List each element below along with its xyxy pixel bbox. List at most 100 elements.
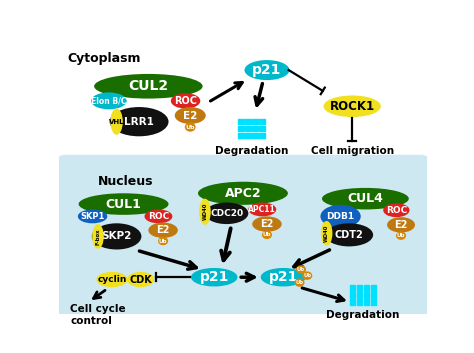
Text: CUL2: CUL2 <box>128 79 168 93</box>
Ellipse shape <box>294 279 304 287</box>
Bar <box>245 126 251 131</box>
Text: ROC: ROC <box>174 96 197 106</box>
Ellipse shape <box>296 265 306 274</box>
Ellipse shape <box>245 60 290 80</box>
Bar <box>238 133 244 138</box>
Ellipse shape <box>79 193 169 215</box>
Ellipse shape <box>383 203 410 217</box>
Ellipse shape <box>387 217 415 233</box>
Ellipse shape <box>92 223 141 250</box>
Text: E2: E2 <box>260 219 273 229</box>
Bar <box>259 133 264 138</box>
Ellipse shape <box>396 232 406 240</box>
Text: Cell migration: Cell migration <box>310 146 394 156</box>
Text: Cell cycle
control: Cell cycle control <box>70 304 126 326</box>
Ellipse shape <box>325 223 373 246</box>
FancyBboxPatch shape <box>55 155 431 319</box>
Text: E2: E2 <box>156 225 170 235</box>
Ellipse shape <box>92 224 104 249</box>
Ellipse shape <box>205 203 248 224</box>
Text: Ub: Ub <box>295 280 303 285</box>
Bar <box>238 119 244 124</box>
Bar <box>350 292 356 298</box>
Text: Ub: Ub <box>397 233 405 238</box>
Text: DDB1: DDB1 <box>327 212 355 221</box>
Text: Degradation: Degradation <box>327 310 400 320</box>
Bar <box>357 292 362 298</box>
Ellipse shape <box>322 188 409 209</box>
Text: F-box: F-box <box>95 228 100 245</box>
Ellipse shape <box>262 231 272 239</box>
Text: ROCK1: ROCK1 <box>329 100 375 113</box>
Bar <box>371 299 376 305</box>
Ellipse shape <box>191 268 237 286</box>
Bar <box>252 133 258 138</box>
Text: p21: p21 <box>269 270 298 284</box>
Text: Cytoplasm: Cytoplasm <box>67 52 140 65</box>
Text: CDC20: CDC20 <box>210 209 243 218</box>
Ellipse shape <box>302 271 312 280</box>
Ellipse shape <box>261 268 306 286</box>
Text: CUL4: CUL4 <box>347 192 383 205</box>
Text: Elon B/C: Elon B/C <box>91 96 127 106</box>
Text: p21: p21 <box>252 63 282 77</box>
Ellipse shape <box>127 272 154 287</box>
Bar <box>259 119 264 124</box>
Ellipse shape <box>94 74 202 98</box>
Text: cyclin: cyclin <box>97 275 127 284</box>
Bar <box>252 126 258 131</box>
Ellipse shape <box>324 96 381 117</box>
Bar <box>245 133 251 138</box>
Text: SKP2: SKP2 <box>101 232 132 241</box>
Text: p21: p21 <box>200 270 229 284</box>
Ellipse shape <box>198 182 288 205</box>
Ellipse shape <box>321 221 332 246</box>
Text: APC2: APC2 <box>225 187 261 200</box>
Ellipse shape <box>148 222 178 238</box>
Text: Ub: Ub <box>263 232 271 237</box>
Bar <box>350 299 356 305</box>
Text: E2: E2 <box>183 110 197 120</box>
Ellipse shape <box>158 237 168 245</box>
Text: E2: E2 <box>394 220 408 230</box>
Ellipse shape <box>320 205 361 228</box>
Ellipse shape <box>78 209 107 223</box>
Ellipse shape <box>145 209 173 223</box>
Text: ROC: ROC <box>386 206 407 215</box>
Ellipse shape <box>185 122 196 132</box>
Bar <box>364 299 369 305</box>
Bar <box>357 299 362 305</box>
Text: APC11: APC11 <box>248 205 276 214</box>
Ellipse shape <box>175 107 206 124</box>
Text: Ub: Ub <box>303 273 311 278</box>
Text: CUL1: CUL1 <box>106 198 142 210</box>
Ellipse shape <box>171 93 201 109</box>
Text: VHL: VHL <box>109 119 124 125</box>
Bar <box>371 292 376 298</box>
Ellipse shape <box>109 107 169 136</box>
Text: CDT2: CDT2 <box>335 230 364 240</box>
Text: Nucleus: Nucleus <box>98 175 154 188</box>
Bar <box>371 285 376 291</box>
Text: LRR1: LRR1 <box>124 117 154 127</box>
Bar <box>357 285 362 291</box>
Text: Ub: Ub <box>297 267 305 272</box>
Text: WD40: WD40 <box>324 225 329 242</box>
Text: Ub: Ub <box>159 239 167 244</box>
Text: Ub: Ub <box>185 125 195 130</box>
Bar <box>259 126 264 131</box>
Ellipse shape <box>199 199 211 225</box>
Bar <box>364 292 369 298</box>
Text: ROC: ROC <box>148 212 169 221</box>
Ellipse shape <box>110 109 123 135</box>
Text: CDK: CDK <box>129 275 152 285</box>
Ellipse shape <box>252 216 282 232</box>
Bar <box>364 285 369 291</box>
Bar <box>238 126 244 131</box>
Bar <box>245 119 251 124</box>
Ellipse shape <box>96 272 128 287</box>
Bar <box>350 285 356 291</box>
Ellipse shape <box>91 92 127 109</box>
Bar <box>252 119 258 124</box>
Text: Degradation: Degradation <box>215 146 288 156</box>
